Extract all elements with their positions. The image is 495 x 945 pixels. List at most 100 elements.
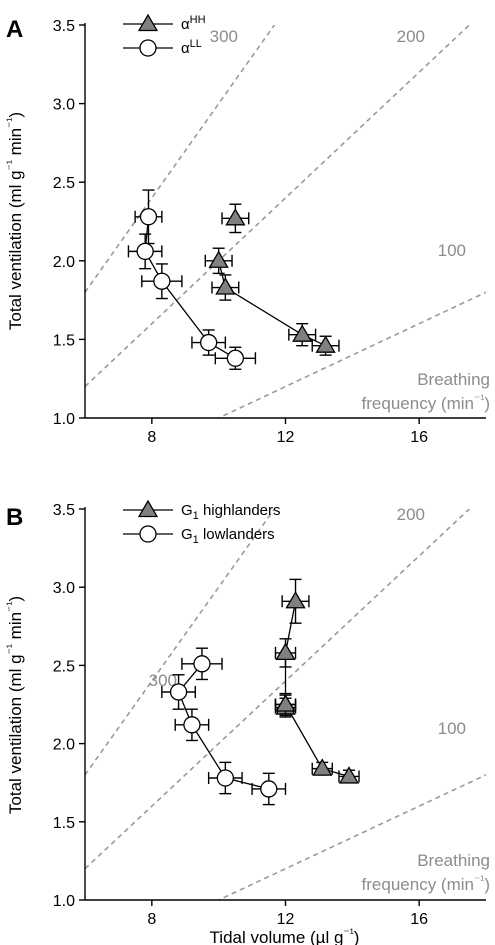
y-label-text: min (6, 128, 25, 160)
data-point-circle (226, 349, 245, 367)
data-point-circle (153, 272, 171, 290)
legend-base: α (181, 40, 190, 57)
legend-marker-circle (139, 525, 157, 543)
legend-base: α (181, 16, 190, 33)
legend-marker-circle (139, 39, 157, 57)
data-point-circle (260, 780, 278, 798)
y-tick-label: 3.5 (53, 502, 75, 519)
x-tick-label: 16 (410, 911, 428, 928)
y-label-text: Total ventilation (ml g (6, 170, 25, 330)
series-line (218, 260, 326, 347)
isopleth-label-200: 200 (397, 505, 425, 524)
x-label-sup: ⁻¹ (343, 926, 353, 940)
isopleth-title-sup: ⁻¹ (474, 392, 484, 406)
data-point-triangle (225, 208, 246, 226)
y-label-text: Total ventilation (ml g (6, 654, 25, 814)
x-label-text: ) (354, 928, 360, 945)
legend-label: αHH (181, 14, 206, 33)
isopleth-label-200: 200 (397, 27, 425, 46)
x-tick-label: 16 (410, 429, 428, 446)
panel-a-y-axis-label: Total ventilation (ml g⁻¹ min⁻¹) (4, 112, 25, 330)
panel-b-x-axis-label: Tidal volume (µl g⁻¹) (210, 926, 360, 945)
legend-item-triangle: G1 highlanders (123, 499, 281, 522)
y-label-sup: ⁻¹ (4, 118, 18, 128)
y-tick-label: 2.0 (53, 737, 75, 754)
x-tick-label: 12 (277, 911, 295, 928)
data-point-triangle (315, 335, 336, 353)
panel-b-isopleths (85, 509, 486, 900)
data-point-circle (169, 683, 188, 701)
isopleth-title-line2: frequency (min⁻¹) (362, 392, 490, 413)
isopleth-label-100: 100 (438, 719, 466, 738)
isopleth-label-300: 300 (210, 27, 238, 46)
series-line (284, 704, 350, 778)
series-circle-panel-a (127, 189, 257, 370)
data-point-triangle (275, 642, 296, 661)
legend-base: G (181, 502, 193, 519)
isopleth-title-line1: Breathing (417, 851, 490, 870)
series-circle-panel-b (161, 647, 287, 806)
legend-marker-triangle (137, 13, 159, 32)
y-tick-label: 1.0 (53, 893, 75, 910)
y-tick-label: 1.0 (53, 411, 75, 428)
legend-sub: 1 (193, 534, 199, 546)
legend-label: G1 highlanders (181, 502, 281, 522)
y-tick-label: 2.0 (53, 254, 75, 271)
data-point-triangle (215, 277, 236, 295)
isopleth-title-close: ) (484, 875, 490, 894)
data-point-circle (216, 769, 235, 787)
data-point-triangle (208, 250, 229, 268)
data-point-circle (199, 333, 218, 352)
legend-label: αLL (181, 38, 202, 57)
isopleth-title-line1: Breathing (417, 370, 490, 389)
panel-a-isopleths (85, 25, 486, 418)
legend-label: G1 lowlanders (181, 526, 275, 546)
data-point-triangle (285, 590, 306, 609)
isopleth-line-200 (85, 25, 471, 388)
legend-marker-triangle (137, 499, 159, 518)
data-point-circle (139, 208, 158, 226)
y-label-sup: ⁻¹ (4, 602, 18, 612)
legend-sub: 1 (193, 510, 199, 522)
legend-base: G (181, 526, 193, 543)
isopleth-label-300: 300 (149, 671, 177, 690)
y-label-sup: ⁻¹ (4, 644, 18, 654)
series-triangle-panel-a (204, 203, 340, 356)
legend-item-triangle: αHH (123, 13, 206, 33)
data-point-circle (183, 716, 201, 734)
data-point-triangle (275, 694, 296, 712)
y-tick-label: 3.0 (53, 580, 75, 597)
isopleth-line-100 (216, 291, 486, 418)
panel-b-y-axis-label: Total ventilation (ml g⁻¹ min⁻¹) (4, 596, 25, 814)
legend-rest: highlanders (199, 502, 281, 519)
legend-sup: HH (190, 14, 206, 26)
data-point-triangle (312, 758, 333, 776)
legend-rest: lowlanders (199, 526, 275, 543)
y-label-text: min (6, 612, 25, 644)
x-tick-label: 8 (147, 911, 156, 928)
isopleth-title-line2: frequency (min⁻¹) (362, 873, 490, 894)
panel-a-letter: A (6, 16, 23, 43)
legend-item-circle: G1 lowlanders (123, 525, 275, 546)
y-label-text: ) (6, 112, 25, 118)
panel-b-letter: B (6, 504, 23, 531)
series-triangle-panel-b (274, 578, 360, 784)
y-tick-label: 2.5 (53, 175, 75, 192)
isopleth-title-sup: ⁻¹ (474, 873, 484, 887)
x-tick-label: 8 (147, 429, 156, 446)
x-tick-label: 12 (277, 429, 295, 446)
isopleth-label-100: 100 (438, 241, 466, 260)
data-point-triangle (338, 766, 360, 784)
x-label-text: Tidal volume (µl g (210, 928, 344, 945)
isopleth-title-text: frequency (min (362, 875, 474, 894)
y-label-text: ) (6, 596, 25, 602)
y-tick-label: 3.0 (53, 97, 75, 114)
data-point-circle (136, 242, 154, 261)
data-point-circle (193, 655, 211, 673)
data-point-triangle (292, 324, 313, 342)
y-tick-label: 2.5 (53, 658, 75, 675)
isopleth-title-close: ) (484, 394, 490, 413)
